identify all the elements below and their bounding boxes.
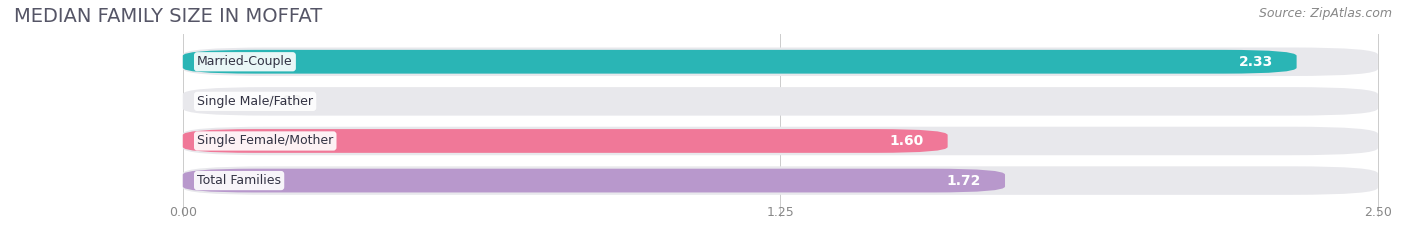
FancyBboxPatch shape [183, 169, 1005, 192]
Text: Married-Couple: Married-Couple [197, 55, 292, 68]
Text: Source: ZipAtlas.com: Source: ZipAtlas.com [1258, 7, 1392, 20]
Text: MEDIAN FAMILY SIZE IN MOFFAT: MEDIAN FAMILY SIZE IN MOFFAT [14, 7, 322, 26]
Text: 1.60: 1.60 [890, 134, 924, 148]
Text: Single Male/Father: Single Male/Father [197, 95, 314, 108]
FancyBboxPatch shape [183, 48, 1378, 76]
FancyBboxPatch shape [183, 87, 1378, 116]
FancyBboxPatch shape [183, 166, 1378, 195]
FancyBboxPatch shape [183, 129, 948, 153]
Text: Total Families: Total Families [197, 174, 281, 187]
FancyBboxPatch shape [183, 50, 1296, 74]
FancyBboxPatch shape [183, 127, 1378, 155]
Text: 1.72: 1.72 [946, 174, 981, 188]
Text: 0.00: 0.00 [269, 94, 302, 108]
Text: 2.33: 2.33 [1239, 55, 1272, 69]
Text: Single Female/Mother: Single Female/Mother [197, 134, 333, 147]
